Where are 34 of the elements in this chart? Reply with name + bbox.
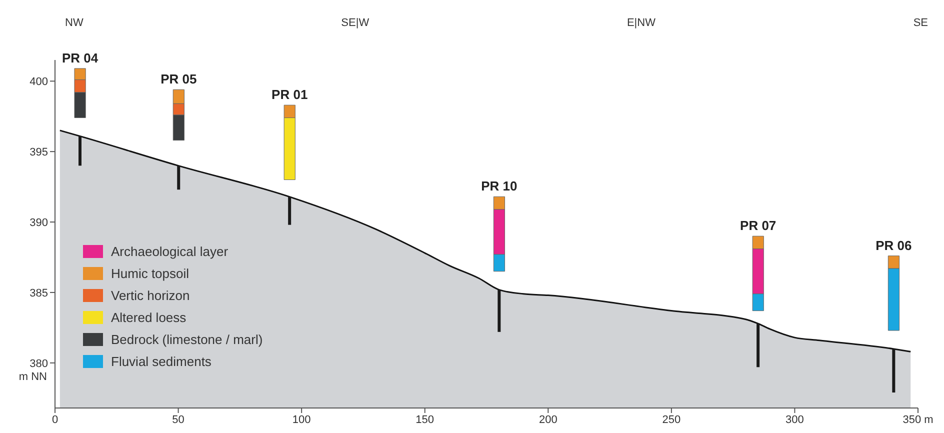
x-tick-label: 350 m	[902, 414, 934, 426]
y-tick-label: 390	[30, 216, 48, 229]
data-label: PR 04	[62, 50, 99, 66]
y-tick-label: 395	[30, 146, 48, 158]
bar	[288, 196, 292, 225]
y-tick-label: 380	[30, 358, 48, 370]
text: SE	[913, 17, 928, 29]
legend-label: Fluvial sediments	[111, 354, 212, 368]
x-tick-label: 50	[172, 414, 184, 426]
legend-label: Archaeological layer	[111, 244, 228, 258]
text: SE|W	[341, 17, 370, 29]
x-tick-label: 150	[416, 414, 434, 426]
bar	[498, 290, 501, 332]
y-tick-label: 385	[30, 287, 48, 300]
text: NW	[65, 17, 84, 29]
data-label: PR 05	[160, 72, 197, 87]
x-tick-label: 0	[52, 414, 58, 426]
data-label: PR 06	[876, 238, 912, 253]
x-tick-label: 300	[786, 414, 804, 426]
x-tick-label: 200	[538, 414, 558, 426]
x-tick-label: 100	[292, 414, 311, 426]
x-tick-label: 250	[662, 414, 681, 426]
data-label: PR 10	[481, 178, 518, 194]
legend-label: Altered loess	[111, 310, 186, 324]
data-label: PR 01	[272, 87, 308, 102]
legend-label: Bedrock (limestone / marl)	[111, 332, 263, 346]
legend-label: Vertic horizon	[111, 288, 190, 302]
bar	[78, 136, 82, 166]
legend-label: Humic topsoil	[111, 266, 190, 280]
y-tick-label: 400	[30, 76, 48, 88]
bar	[177, 166, 180, 190]
y-axis-title: m NN	[18, 370, 47, 383]
text: E|NW	[626, 17, 656, 29]
data-label: PR 07	[740, 218, 776, 234]
